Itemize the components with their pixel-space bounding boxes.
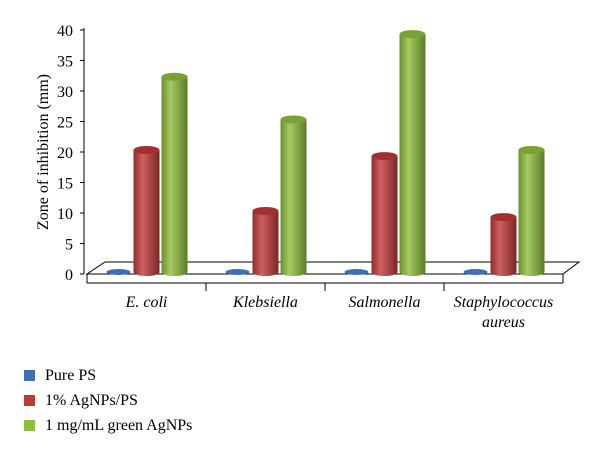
bar-pure-ps [344,269,369,275]
y-tick-label: 10 [57,206,73,223]
bar-body [490,217,517,276]
bar-top [490,213,517,222]
bar-top [133,146,160,154]
bar-top [252,207,279,215]
bar-series-1 [133,146,160,276]
bar-series-2 [399,30,426,276]
y-tick-label: 15 [57,176,73,193]
bar-pure-ps [106,269,131,275]
bar-series-1 [252,207,279,276]
bar-series-2 [280,115,307,276]
bar-body [399,34,426,276]
x-category-label: Staphylococcus [454,294,554,311]
legend-item-agnps-ps: 1% AgNPs/PS [24,388,192,413]
x-category-label: Klebsiella [232,294,298,311]
bar-chart: 0 5 10 15 20 25 30 35 40 Zone of inhibition (mm) E… [35,23,581,331]
bar-pure-ps [225,269,250,275]
y-tick-label: 25 [57,115,73,132]
bar-top [518,146,545,154]
bar-pure-ps [463,269,488,275]
y-tick-label: 40 [57,23,73,40]
legend-label: 1% AgNPs/PS [45,391,138,409]
legend-swatch [24,420,35,431]
legend-label: 1 mg/mL green AgNPs [45,416,193,434]
bar-body [518,150,545,276]
legend-label: Pure PS [45,366,97,384]
bar-series-1 [490,213,517,276]
y-tick-label: 35 [57,54,73,71]
legend: Pure PS 1% AgNPs/PS 1 mg/mL green AgNPs [24,363,192,438]
bar-series-2 [161,72,188,276]
bar-body [133,150,160,276]
y-tick-label: 0 [65,267,73,284]
bar-top [371,152,398,161]
bar-series-1 [371,152,398,276]
y-tick-label: 5 [65,237,73,254]
bar-series-2 [518,146,545,276]
x-category-label: aureus [482,314,525,331]
y-tick-label: 30 [57,84,73,101]
bar-top [161,72,188,81]
x-category-label: E. coli [125,294,168,311]
bar-body [371,156,398,276]
x-category-label: Salmonella [349,294,421,311]
bar-top [399,30,426,39]
legend-item-pure-ps: Pure PS [24,363,192,388]
bar-body [161,76,188,276]
y-tick-label: 20 [57,145,73,162]
bar-body [252,211,279,276]
bar-top [280,115,307,124]
y-axis-label: Zone of inhibition (mm) [35,74,52,230]
legend-swatch [24,370,35,381]
legend-swatch [24,395,35,406]
bar-body [280,119,307,276]
legend-item-green-agnps: 1 mg/mL green AgNPs [24,413,192,438]
